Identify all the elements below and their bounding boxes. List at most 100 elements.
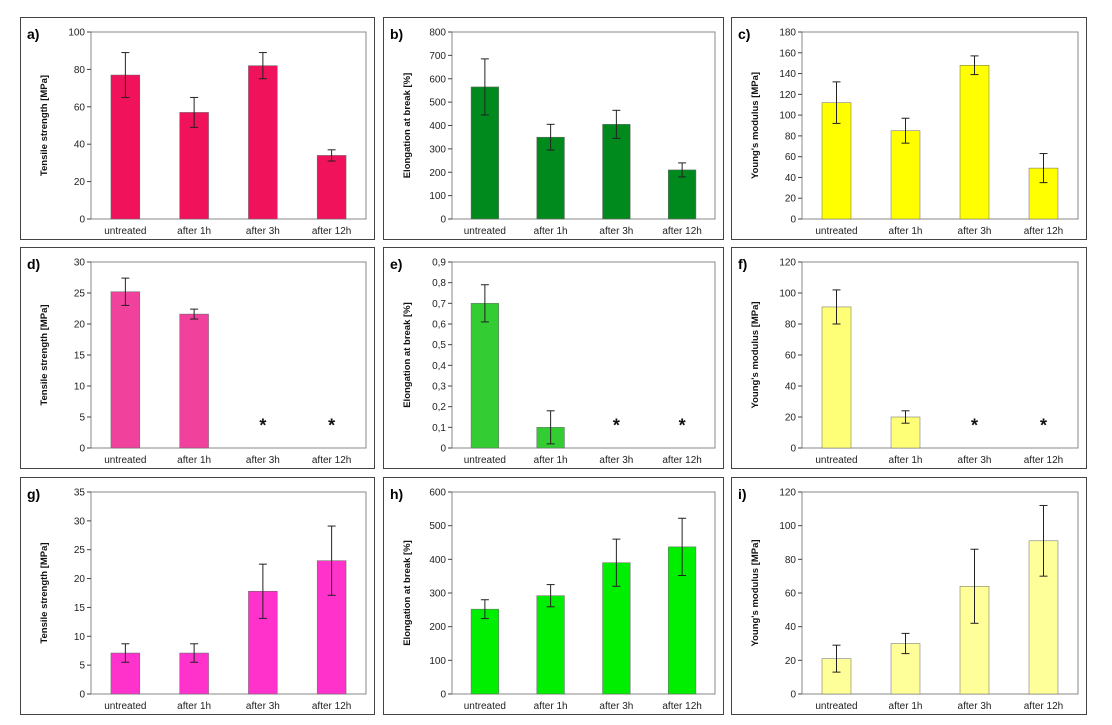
x-tick-label: after 1h <box>177 455 211 466</box>
x-tick-label: untreated <box>464 226 506 237</box>
x-tick-label: after 1h <box>177 226 211 237</box>
y-tick-label: 0,4 <box>432 361 446 372</box>
y-tick-label: 0,5 <box>432 340 446 351</box>
bar <box>316 155 347 220</box>
y-tick-label: 100 <box>429 191 446 202</box>
y-tick-label: 60 <box>785 152 797 163</box>
x-tick-label: untreated <box>104 455 146 466</box>
y-tick-label: 0,7 <box>432 299 446 310</box>
y-tick-label: 20 <box>785 656 797 667</box>
y-tick-label: 15 <box>74 603 86 614</box>
y-tick-label: 5 <box>79 661 85 672</box>
y-axis-label: Tensile strength [MPa] <box>39 75 50 176</box>
y-tick-label: 120 <box>779 488 796 499</box>
y-tick-label: 40 <box>74 140 86 151</box>
y-tick-label: 20 <box>74 177 86 188</box>
y-tick-label: 40 <box>785 622 797 633</box>
y-tick-label: 5 <box>79 413 85 424</box>
y-tick-label: 40 <box>785 382 797 393</box>
y-axis-label: Elongation at break [%] <box>402 73 413 179</box>
y-tick-label: 0,3 <box>432 382 446 393</box>
y-tick-label: 600 <box>429 488 446 499</box>
y-tick-label: 100 <box>779 521 796 532</box>
chart-panel-h: h) 0 100 200 300 400 500 600 Elongation at break… <box>383 477 724 715</box>
x-tick-label: after 1h <box>889 701 923 712</box>
panel-letter: i) <box>738 486 747 502</box>
y-tick-label: 80 <box>785 320 797 331</box>
y-tick-label: 20 <box>74 574 86 585</box>
x-tick-label: untreated <box>464 701 506 712</box>
bar <box>179 313 209 449</box>
missing-marker: * <box>679 416 686 436</box>
panel-letter: d) <box>27 256 41 272</box>
bar <box>179 112 209 220</box>
y-tick-label: 30 <box>74 258 86 269</box>
panel-letter: g) <box>27 486 41 502</box>
y-tick-label: 0 <box>79 690 85 701</box>
y-axis-label: Elongation at break [%] <box>402 540 413 646</box>
y-tick-label: 100 <box>429 656 446 667</box>
chart-panel-a: a) 0 20 40 60 80 100 Tensile strength [MPa] untr… <box>20 17 375 240</box>
chart-svg: 0 100 200 300 400 500 600 Elongation at break [… <box>402 488 716 712</box>
x-tick-label: after 12h <box>312 701 351 712</box>
y-axis-label: Young's modulus [MPa] <box>750 301 761 408</box>
chart-svg: 0 20 40 60 80 100 120 Young's modulus [MPa] untr… <box>750 258 1079 466</box>
y-tick-label: 10 <box>74 382 86 393</box>
bar <box>602 124 631 220</box>
y-tick-label: 700 <box>429 51 446 62</box>
missing-marker: * <box>613 416 620 436</box>
y-tick-label: 100 <box>68 28 85 39</box>
y-tick-label: 0,2 <box>432 402 446 413</box>
plot-area <box>451 261 716 449</box>
missing-marker: * <box>328 416 335 436</box>
chart-svg: 0 5 10 15 20 25 30 35 Tensile strength [MPa] untr… <box>39 488 367 712</box>
y-tick-label: 0 <box>790 690 796 701</box>
panel-letter: b) <box>390 26 404 42</box>
bar <box>890 130 921 220</box>
y-tick-label: 30 <box>74 516 86 527</box>
y-tick-label: 0,9 <box>432 258 446 269</box>
y-tick-label: 15 <box>74 351 86 362</box>
chart-svg: 0 20 40 60 80 100 Tensile strength [MPa] untrea… <box>39 28 367 237</box>
chart-panel-b: b) 0 100 200 300 400 500 600 700 800 Elongation at… <box>383 17 724 240</box>
x-tick-label: untreated <box>464 455 506 466</box>
x-tick-label: after 12h <box>662 226 701 237</box>
y-tick-label: 180 <box>779 28 796 39</box>
x-tick-label: after 3h <box>958 455 992 466</box>
y-tick-label: 200 <box>429 622 446 633</box>
chart-panel-f: f) 0 20 40 60 80 100 120 Young's modulus [MPa] un… <box>731 247 1087 469</box>
bar <box>821 306 852 449</box>
panel-letter: c) <box>738 26 751 42</box>
x-tick-label: after 12h <box>1024 701 1063 712</box>
chart-svg: 0 100 200 300 400 500 600 700 800 Elongation at b… <box>402 28 716 237</box>
y-tick-label: 60 <box>785 589 797 600</box>
y-tick-label: 500 <box>429 521 446 532</box>
y-tick-label: 0 <box>440 444 446 455</box>
bar <box>110 291 141 449</box>
bar <box>110 74 141 220</box>
bar <box>470 608 499 695</box>
chart-svg: 0 0,1 0,2 0,3 0,4 0,5 0,6 0,7 0,8 0,9 Elongation a… <box>402 258 716 466</box>
x-tick-label: after 1h <box>177 701 211 712</box>
x-tick-label: after 1h <box>534 226 568 237</box>
missing-marker: * <box>259 416 266 436</box>
plot-area <box>801 31 1079 220</box>
x-tick-label: after 12h <box>312 455 351 466</box>
y-axis-label: Tensile strength [MPa] <box>39 304 50 405</box>
y-tick-label: 0,8 <box>432 278 446 289</box>
y-tick-label: 25 <box>74 289 86 300</box>
bar <box>959 64 990 220</box>
x-tick-label: untreated <box>815 455 857 466</box>
y-tick-label: 0,1 <box>432 423 446 434</box>
y-tick-label: 200 <box>429 168 446 179</box>
x-tick-label: after 3h <box>246 226 280 237</box>
missing-marker: * <box>1040 416 1047 436</box>
x-tick-label: after 12h <box>1024 455 1063 466</box>
y-tick-label: 80 <box>74 65 86 76</box>
x-tick-label: after 12h <box>312 226 351 237</box>
x-tick-label: after 3h <box>246 701 280 712</box>
chart-panel-d: d) 0 5 10 15 20 25 30 Tensile strength [MPa] untr… <box>20 247 375 469</box>
bar <box>668 546 697 695</box>
panel-letter: a) <box>27 26 40 42</box>
panel-letter: f) <box>738 256 748 272</box>
